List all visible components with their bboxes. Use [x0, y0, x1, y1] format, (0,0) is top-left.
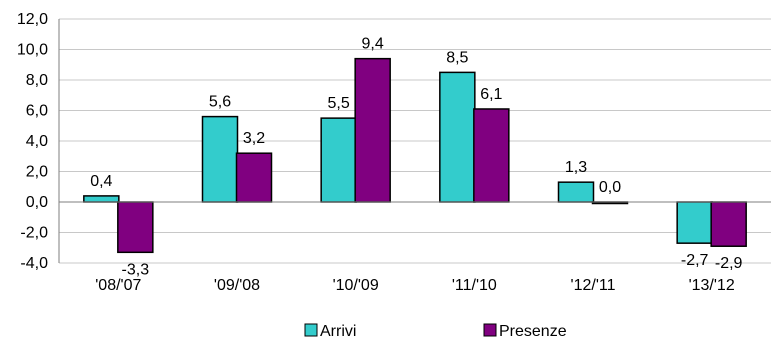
- x-tick-label: '10/'09: [333, 277, 379, 294]
- x-tick-label: '09/'08: [214, 277, 260, 294]
- data-label: 6,1: [480, 86, 502, 103]
- y-tick-label: -4,0: [20, 255, 48, 272]
- bar-arrivi-2: [320, 117, 357, 203]
- data-label: 9,4: [362, 36, 384, 53]
- data-label: 0,4: [90, 173, 112, 190]
- bar-arrivi-4: [557, 181, 595, 203]
- data-label: 1,3: [565, 159, 587, 176]
- bar-presenze-3: [473, 108, 510, 203]
- data-label: 8,5: [446, 49, 468, 66]
- y-tick-label: 6,0: [26, 103, 48, 120]
- x-tick-label: '12/'11: [571, 277, 616, 294]
- data-label: -3,3: [122, 261, 150, 278]
- data-label: 5,5: [328, 95, 350, 112]
- data-label: 3,2: [243, 130, 265, 147]
- y-tick-label: 12,0: [17, 11, 48, 28]
- y-tick-label: 10,0: [17, 42, 48, 59]
- bar-presenze-5: [710, 201, 747, 247]
- bar-presenze-2: [354, 57, 391, 203]
- legend-label-arrivi: Arrivi: [320, 323, 356, 340]
- bar-arrivi-0: [83, 195, 120, 203]
- y-axis-tick-labels: 12,0 10,0 8,0 6,0 4,0 2,0 0,0 -2,0 -4,0: [17, 11, 48, 272]
- y-tick-label: 8,0: [26, 72, 48, 89]
- bar-arrivi-3: [439, 71, 476, 203]
- gridlines: [58, 18, 771, 264]
- data-label: -2,7: [681, 252, 709, 269]
- data-label: 5,6: [209, 94, 231, 111]
- legend-swatch-arrivi: [304, 323, 318, 337]
- x-tick-label: '11/'10: [452, 277, 497, 294]
- bar-arrivi-5: [676, 201, 713, 244]
- y-tick-label: 4,0: [26, 133, 48, 150]
- bar-presenze-0: [117, 201, 154, 254]
- x-tick-label: '08/'07: [95, 277, 141, 294]
- legend-label-presenze: Presenze: [499, 323, 567, 340]
- bar-arrivi-1: [201, 115, 239, 203]
- legend: Arrivi Presenze: [304, 323, 567, 340]
- x-tick-label: '13/'12: [689, 277, 735, 294]
- data-label: 0,0: [599, 179, 621, 196]
- bars: [83, 57, 747, 254]
- bar-presenze-1: [235, 152, 273, 203]
- y-tick-label: 0,0: [26, 194, 48, 211]
- x-axis-tick-labels: '08/'07 '09/'08 '10/'09 '11/'10 '12/'11 '13/'…: [95, 277, 735, 294]
- data-labels: 0,4 -3,3 5,6 3,2 5,5 9,4 8,5 6,1 1,3 0,0 -2,7 -2,9: [90, 36, 742, 279]
- legend-swatch-presenze: [483, 323, 497, 337]
- y-tick-label: 2,0: [26, 164, 48, 181]
- data-label: -2,9: [715, 255, 743, 272]
- y-tick-label: -2,0: [20, 225, 48, 242]
